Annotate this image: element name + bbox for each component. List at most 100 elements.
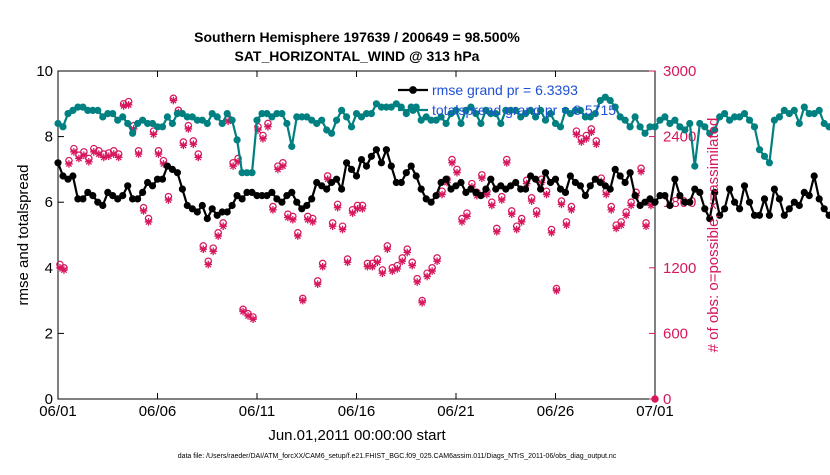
spread-point [288,142,296,150]
rmse-point [54,159,62,167]
spread-point [452,106,460,115]
star-stroke [424,273,431,280]
obs-assimilated-point [502,159,511,167]
star-stroke [195,154,202,161]
rmse-point [711,188,719,196]
spread-point [124,119,132,128]
rmse-point [775,195,784,203]
spread-point [432,116,440,124]
rmse-point [422,195,430,203]
rmse-point [183,201,191,210]
x-tick-label: 06/11 [239,403,275,420]
rmse-point [527,172,535,180]
obs-assimilated-point [279,162,287,170]
spread-point [323,126,331,134]
rmse-point [477,192,485,200]
rmse-point [606,185,614,193]
star-stroke [284,214,291,221]
obs-assimilated-point [507,210,516,219]
star-stroke [448,159,456,166]
x-tick-label: 06/26 [537,403,575,420]
rmse-point [109,192,117,200]
star-stroke [274,166,282,173]
spread-point [721,110,729,118]
spread-point [338,106,346,115]
obs-assimilated-point [418,298,426,307]
star-stroke [205,261,212,268]
star-stroke [150,131,157,138]
spread-point [233,136,241,144]
rmse-point [313,178,321,187]
obs-assimilated-point [244,312,252,320]
obs-assimilated-point [308,218,317,226]
spread-point [636,123,644,131]
obs-assimilated-point [532,210,541,219]
spread-point [119,113,127,121]
rmse-point [94,198,102,206]
star-stroke [498,196,505,204]
obs-assimilated-point [428,267,436,275]
obs-assimilated-point [249,315,257,323]
star-stroke [56,264,64,271]
star-stroke [95,150,102,158]
star-stroke [314,281,321,288]
star-stroke [190,141,197,148]
y-axis-left-label: rmse and totalspread [15,165,32,306]
legend: rmse grand pr = 6.3393 totalspread grand … [398,82,616,118]
star-stroke [299,297,306,304]
star-stroke [65,160,73,168]
obs-assimilated-point [393,265,402,273]
rmse-point [581,192,590,200]
rmse-point [69,172,77,180]
obs-assimilated-point [378,269,387,278]
spread-point [158,123,167,131]
rmse-point [586,182,594,190]
star-stroke [414,278,421,286]
spread-point [810,110,818,118]
rmse-point [541,169,550,177]
rmse-point [631,192,639,200]
obs-assimilated-point [209,247,218,256]
rmse-point [561,188,570,196]
spread-point [59,123,67,131]
spread-point [815,106,823,115]
rmse-point [671,175,679,183]
spread-point [308,116,316,124]
rmse-point [795,201,803,210]
spread-point [303,113,311,121]
star-stroke [279,163,286,170]
rmse-point [626,169,634,177]
obs-assimilated-point [224,117,232,126]
rmse-point [745,198,754,206]
star-stroke [618,222,625,229]
spread-point [586,113,594,121]
rmse-point [780,211,788,219]
rmse-point [701,205,709,213]
star-stroke [85,158,92,165]
obs-assimilated-point [229,162,237,170]
rmse-point [288,188,296,196]
rmse-point [104,188,112,196]
obs-assimilated-point [164,196,173,204]
star-stroke [70,148,78,156]
rmse-point [357,156,366,164]
star-stroke [379,270,386,277]
rmse-point [760,195,769,203]
star-stroke [409,262,416,269]
x-tick-label: 06/21 [437,403,475,420]
spread-point [457,119,465,128]
spread-point [825,123,830,131]
star-stroke [200,246,207,253]
spread-point [691,162,699,170]
spread-point [228,116,236,124]
rmse-point [576,182,585,190]
rmse-point [79,195,87,203]
rmse-point [402,169,410,177]
obs-assimilated-point [204,260,213,269]
spread-point [472,110,480,118]
spread-point [750,123,759,131]
spread-point [745,116,754,124]
star-stroke [294,232,301,240]
obs-assimilated-point [214,232,222,240]
